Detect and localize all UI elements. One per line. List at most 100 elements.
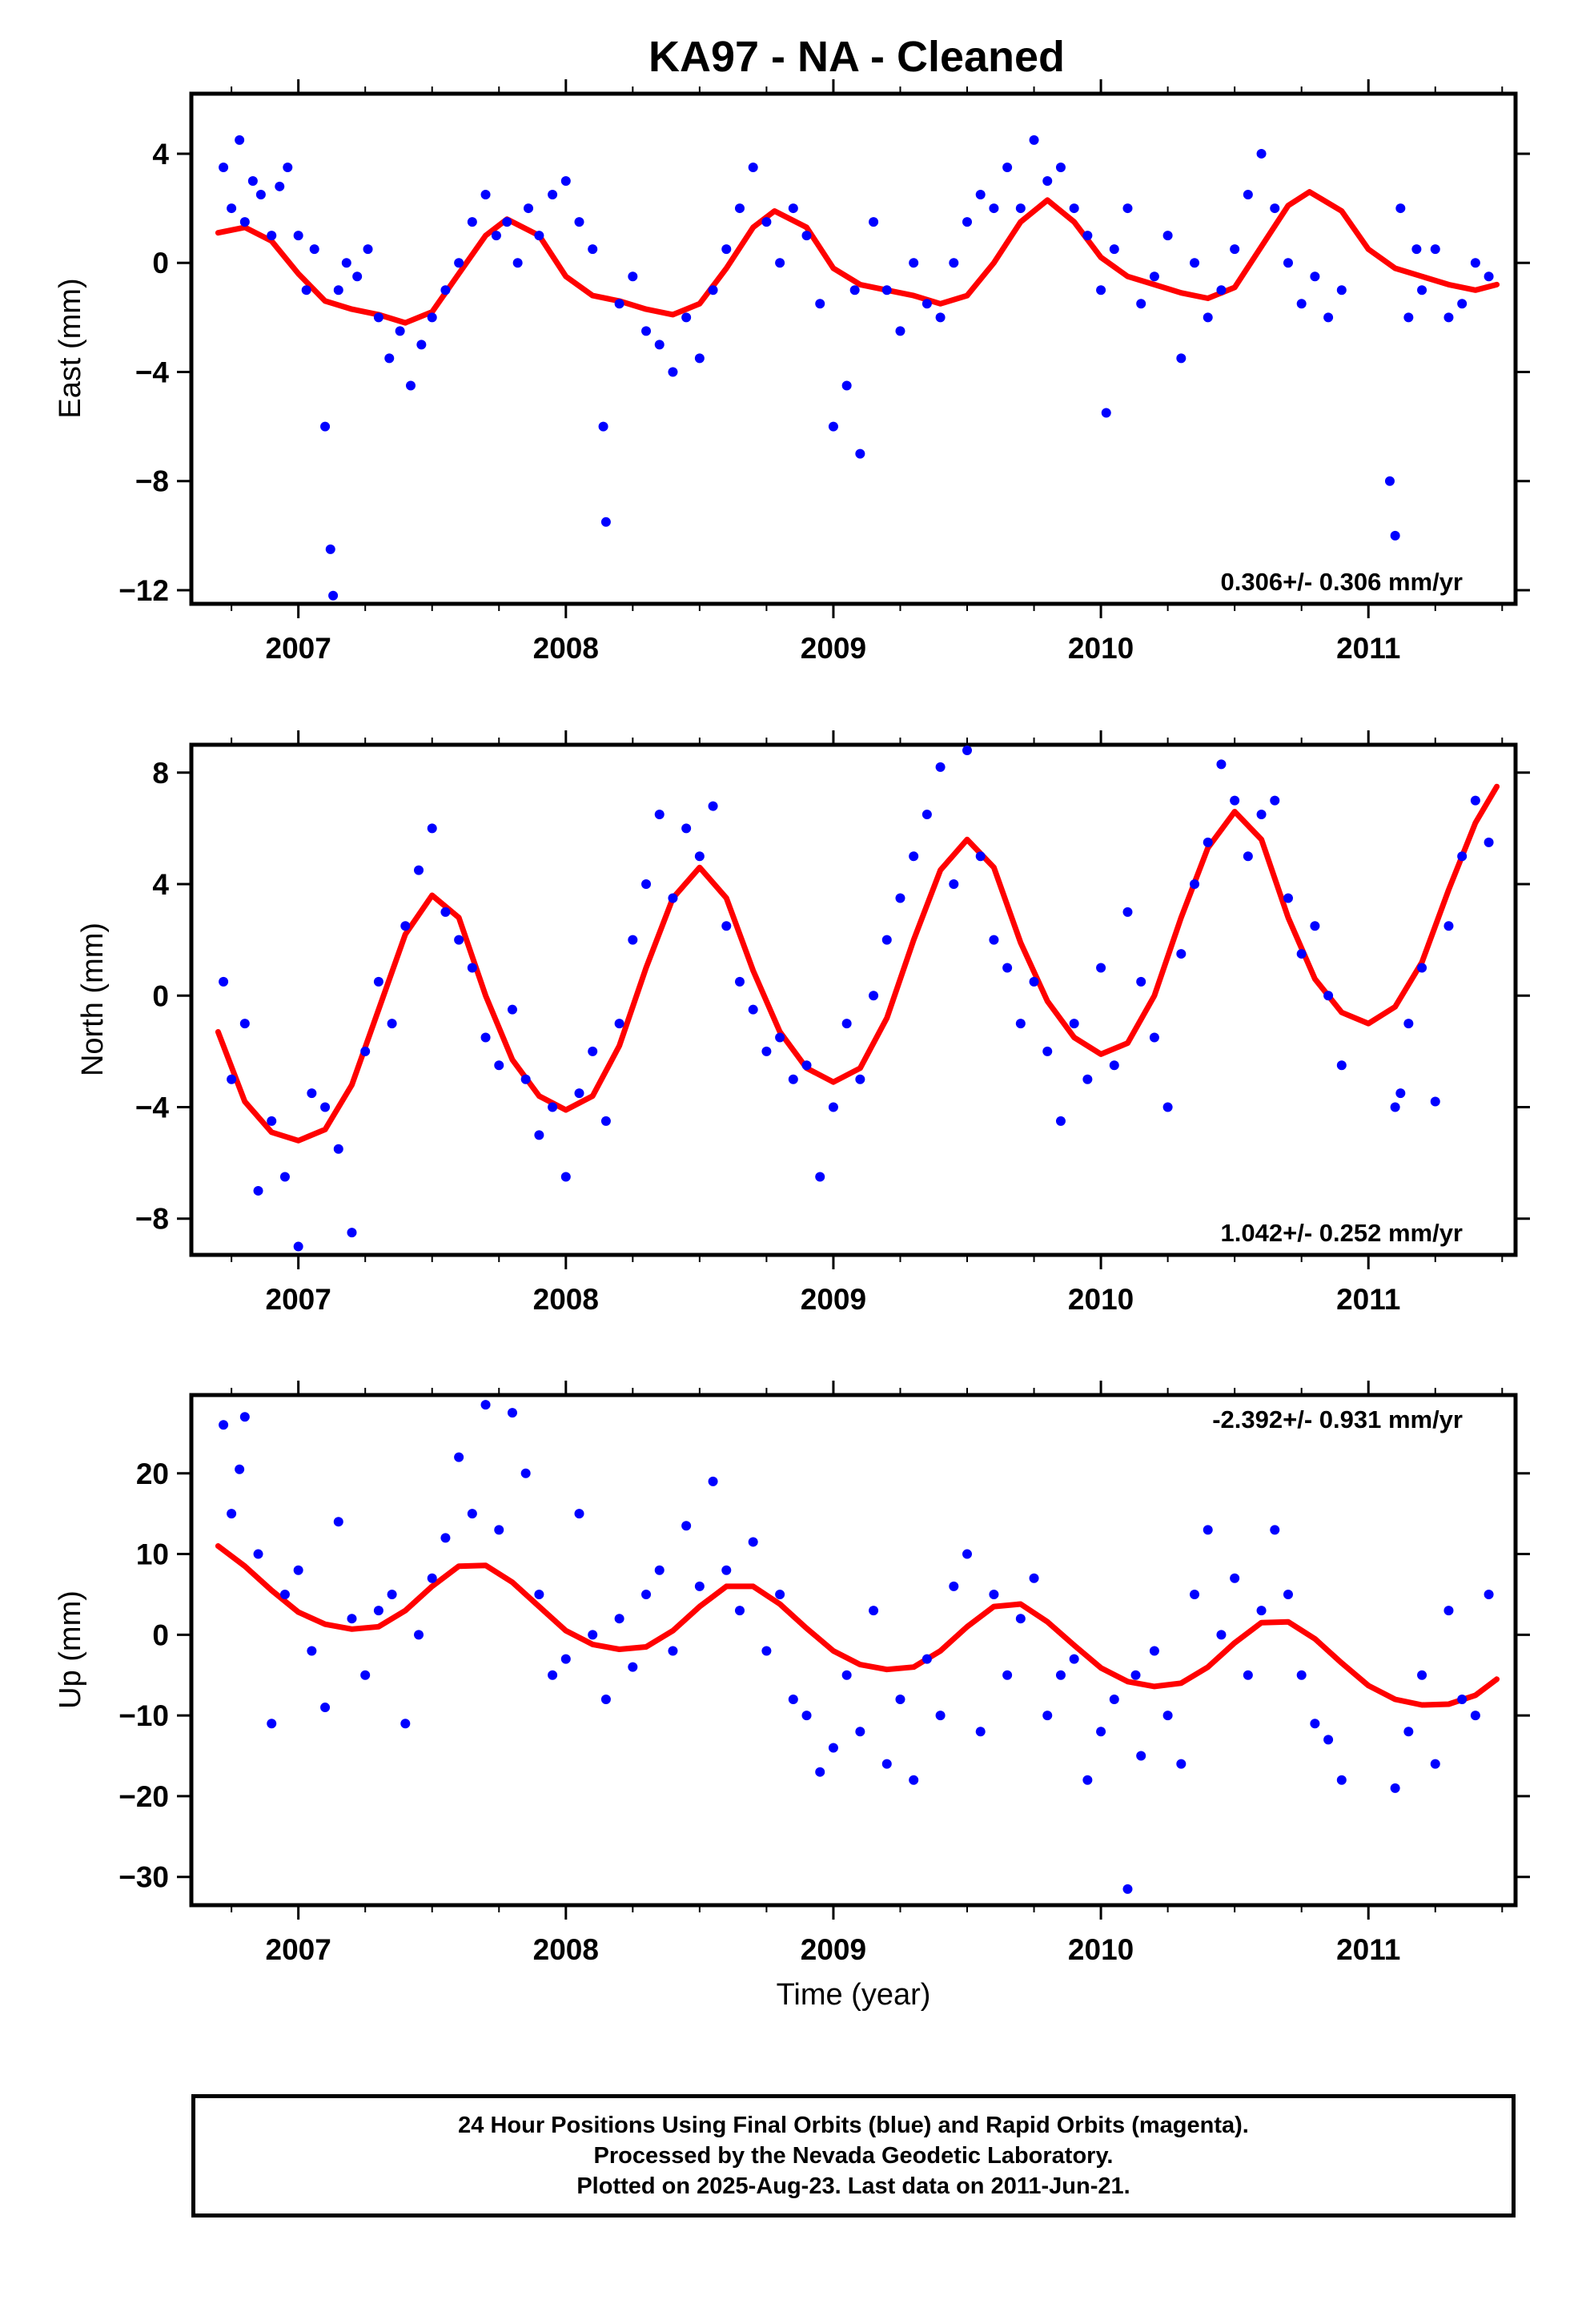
data-point: [405, 380, 416, 391]
data-point: [921, 810, 932, 820]
data-point: [1176, 949, 1186, 959]
y-tick-label-up: −20: [118, 1780, 169, 1813]
y-tick-label-north: 0: [152, 979, 169, 1012]
panel-east-ylabel: East (mm): [54, 278, 87, 418]
data-point: [560, 1172, 571, 1182]
data-point: [721, 921, 732, 931]
data-point: [1310, 921, 1320, 931]
data-point: [1042, 1711, 1053, 1721]
data-point: [748, 1537, 758, 1547]
panel-up-ylabel: Up (mm): [54, 1590, 87, 1709]
data-point: [628, 271, 638, 282]
data-point: [534, 1589, 544, 1599]
caption-line-1: 24 Hour Positions Using Final Orbits (bl…: [458, 2113, 1249, 2138]
panel-up-model-line: [215, 1543, 1500, 1708]
data-point: [935, 762, 946, 772]
data-point: [668, 893, 678, 903]
data-point: [373, 976, 383, 987]
data-point: [293, 1565, 303, 1575]
data-point: [801, 1711, 812, 1721]
y-tick-label-north: −8: [135, 1203, 169, 1236]
data-point: [333, 1144, 343, 1154]
x-tick-label-up: 2011: [1336, 1933, 1400, 1966]
data-point: [788, 1074, 798, 1084]
data-point: [1055, 162, 1066, 172]
data-point: [881, 935, 892, 945]
data-point: [1323, 1735, 1334, 1745]
y-tick-label-up: 0: [152, 1618, 169, 1651]
data-point: [1411, 244, 1422, 255]
data-point: [1136, 976, 1146, 987]
data-point: [1136, 299, 1146, 309]
data-point: [1203, 1525, 1213, 1535]
data-point: [962, 217, 973, 227]
data-point: [454, 258, 464, 268]
x-tick-label-up: 2010: [1068, 1933, 1134, 1966]
data-point: [1296, 949, 1307, 959]
panel-east-rate: 0.306+/- 0.306 mm/yr: [1221, 568, 1463, 596]
data-point: [1296, 1670, 1307, 1680]
model-curve: [215, 189, 1500, 326]
data-point: [440, 907, 451, 917]
data-point: [235, 1464, 245, 1474]
data-point: [1243, 851, 1253, 862]
data-point: [949, 1581, 959, 1591]
data-point: [574, 217, 584, 227]
data-point: [869, 991, 879, 1001]
data-point: [975, 851, 986, 862]
data-point: [1310, 1719, 1320, 1729]
data-point: [373, 312, 383, 323]
data-point: [363, 244, 373, 255]
data-point: [949, 879, 959, 890]
data-point: [1470, 1711, 1480, 1721]
data-point: [668, 1646, 678, 1656]
data-point: [1283, 893, 1293, 903]
data-point: [909, 851, 919, 862]
data-point: [1417, 285, 1427, 296]
data-point: [694, 851, 705, 862]
data-point: [333, 1517, 343, 1527]
caption-box: 24 Hour Positions Using Final Orbits (bl…: [191, 2094, 1516, 2217]
model-curve: [215, 783, 1500, 1144]
y-tick-label-up: −30: [118, 1861, 169, 1894]
data-point: [681, 1521, 692, 1531]
panel-up: −30 −20 −10 0 10 20 2007 2008 2009 2010 2011 Up (m…: [54, 1381, 1530, 1966]
data-point: [600, 517, 611, 527]
caption-line-3: Plotted on 2025-Aug-23. Last data on 201…: [576, 2173, 1130, 2199]
data-point: [1484, 271, 1494, 282]
data-point: [320, 421, 331, 432]
data-point: [1176, 1759, 1186, 1769]
data-point: [507, 1004, 517, 1015]
data-point: [962, 1549, 973, 1559]
data-point: [1055, 1670, 1066, 1680]
data-point: [360, 1046, 371, 1056]
data-point: [654, 810, 665, 820]
data-point: [815, 299, 825, 309]
y-tick-label-north: 4: [152, 868, 169, 901]
data-point: [387, 1589, 397, 1599]
data-point: [1336, 285, 1347, 296]
data-point: [1029, 976, 1039, 987]
y-tick-label-east: −8: [135, 465, 169, 498]
data-point: [1069, 1019, 1079, 1029]
data-point: [1484, 1589, 1494, 1599]
data-point: [748, 162, 758, 172]
y-tick-label-up: 10: [136, 1538, 169, 1571]
data-point: [694, 1581, 705, 1591]
data-point: [1270, 795, 1280, 806]
data-point: [440, 1533, 451, 1543]
data-point: [1230, 244, 1240, 255]
data-point: [855, 1074, 865, 1084]
data-point: [895, 1694, 905, 1704]
data-point: [414, 865, 424, 875]
data-point: [1395, 203, 1406, 214]
panel-north-rate: 1.042+/- 0.252 mm/yr: [1221, 1219, 1463, 1247]
data-point: [1336, 1775, 1347, 1785]
data-point: [1403, 312, 1414, 323]
data-point: [668, 367, 678, 377]
data-point: [721, 244, 732, 255]
data-point: [480, 1032, 491, 1043]
data-point: [219, 162, 229, 172]
data-point: [1029, 1573, 1039, 1583]
data-point: [427, 823, 437, 834]
